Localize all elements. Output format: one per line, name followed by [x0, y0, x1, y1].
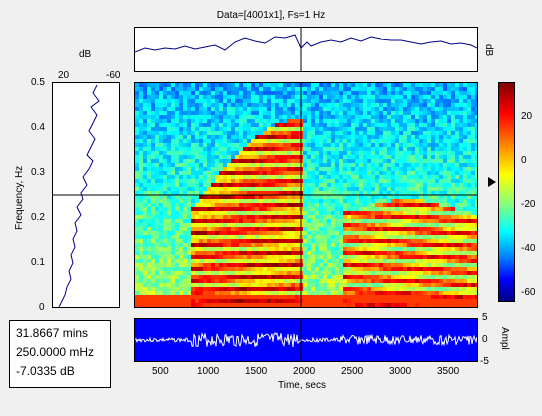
ampl-tick-0: 5	[482, 312, 488, 323]
colorbar-tick-2: -20	[521, 199, 536, 210]
waveform-panel[interactable]	[134, 318, 478, 362]
time-tick-1500: 1500	[245, 366, 268, 377]
waveform-trace	[135, 319, 477, 361]
freq-tick-5: 0	[39, 302, 45, 313]
colorbar-tick-4: -60	[521, 287, 536, 298]
freq-level-panel[interactable]	[52, 82, 120, 308]
freq-level-tick-left: 20	[58, 70, 70, 81]
time-tick-3000: 3000	[389, 366, 412, 377]
spectrogram-image[interactable]	[134, 82, 478, 308]
time-level-trace	[135, 28, 477, 71]
time-level-panel[interactable]	[134, 27, 478, 72]
time-tick-2500: 2500	[341, 366, 364, 377]
time-xlabel: Time, secs	[278, 380, 326, 391]
ampl-ylabel: Ampl	[499, 327, 510, 350]
freq-tick-1: 0.4	[31, 122, 45, 133]
readout-time: 31.8667 mins	[16, 326, 89, 340]
colorbar-tick-0: 20	[521, 111, 533, 122]
freq-level-tick-right: -60	[106, 70, 121, 81]
cursor-readout: 31.8667 mins 250.0000 mHz -7.0335 dB	[9, 320, 111, 388]
time-tick-500: 500	[152, 366, 169, 377]
ampl-tick-1: 0	[482, 334, 488, 345]
time-level-ylabel: dB	[483, 44, 494, 57]
ampl-tick-2: -5	[480, 356, 489, 367]
colorbar-marker-icon[interactable]	[488, 177, 496, 187]
colorbar	[498, 82, 515, 302]
time-tick-1000: 1000	[197, 366, 220, 377]
freq-ylabel: Frequency, Hz	[14, 165, 25, 230]
freq-tick-4: 0.1	[31, 257, 45, 268]
readout-level: -7.0335 dB	[16, 364, 75, 378]
figure-title: Data=[4001x1], Fs=1 Hz	[216, 10, 326, 21]
freq-tick-2: 0.3	[31, 167, 45, 178]
spectrogram-canvas	[135, 83, 477, 307]
freq-tick-0: 0.5	[31, 77, 45, 88]
colorbar-tick-3: -40	[521, 243, 536, 254]
freq-tick-3: 0.2	[31, 212, 45, 223]
freq-level-xlabel: dB	[79, 49, 92, 60]
freq-level-trace	[53, 84, 119, 307]
time-tick-3500: 3500	[437, 366, 460, 377]
readout-frequency: 250.0000 mHz	[16, 345, 95, 359]
colorbar-tick-1: 0	[521, 155, 527, 166]
time-tick-2000: 2000	[293, 366, 316, 377]
